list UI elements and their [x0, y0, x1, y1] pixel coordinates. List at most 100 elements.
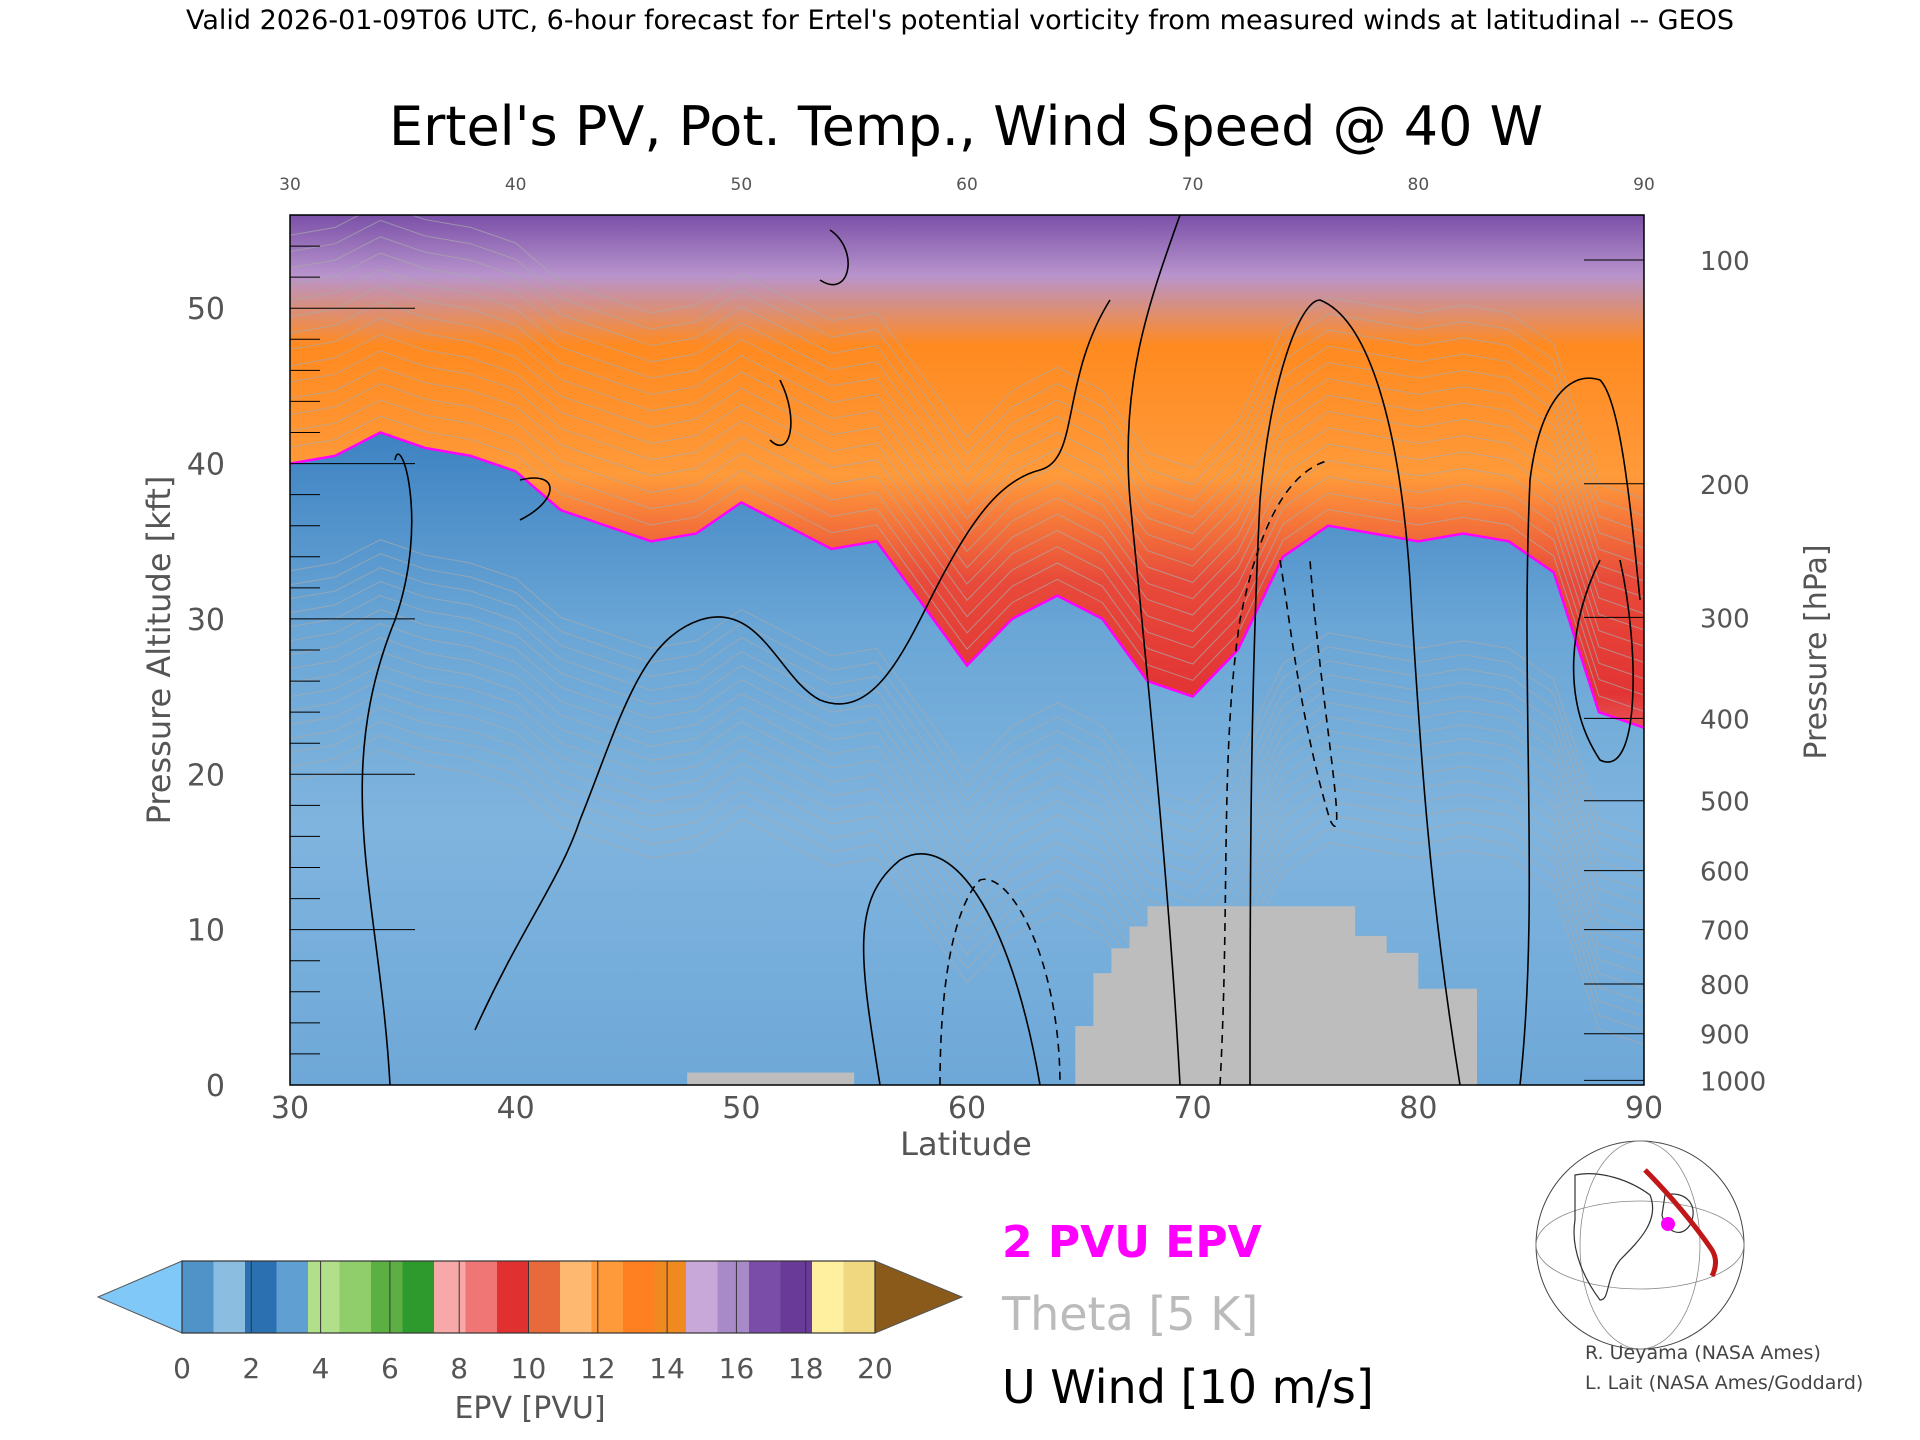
globe-grid-line [1579, 1140, 1701, 1350]
colorbar-tick-labels: 0 2 4 6 8 10 12 14 16 18 20 [173, 1352, 893, 1385]
theta-contour [290, 383, 1644, 680]
pressure-tick-label: 300 [1700, 604, 1750, 634]
left-tick-marks [290, 245, 415, 1086]
pressure-tick-labels: 1000 900 800 700 600 500 400 300 200 100 [1700, 247, 1766, 1097]
colorbar-tick-label: 4 [312, 1352, 330, 1385]
colorbar-segment [686, 1261, 719, 1333]
pressure-tick-label: 900 [1700, 1021, 1750, 1051]
tropopause-2pvu-line [290, 431, 1644, 729]
theta-contour [290, 285, 1644, 582]
theta-contour [290, 219, 1644, 517]
colorbar-above-arrow [874, 1260, 964, 1334]
y-tick-labels: 0 10 20 30 40 50 [187, 292, 225, 1104]
colorbar-tick-label: 2 [242, 1352, 260, 1385]
theta-contour [290, 678, 1644, 976]
colorbar-segment [591, 1261, 624, 1333]
surface-mask [1075, 906, 1477, 1085]
wind-contours [361, 215, 1641, 1085]
right-tick-marks [1584, 259, 1644, 1081]
theta-contour [290, 553, 1644, 850]
plot-area [289, 214, 1645, 1086]
colorbar-tick-label: 8 [450, 1352, 468, 1385]
x-top-tick-label: 90 [1633, 175, 1655, 195]
theta-contour [290, 623, 1644, 920]
theta-contour [290, 651, 1644, 948]
colorbar-frame [181, 1260, 876, 1334]
colorbar-below-arrow [96, 1260, 183, 1334]
pressure-tick-label: 800 [1700, 971, 1750, 1001]
y-tick-label: 50 [187, 292, 225, 327]
theta-contour [290, 734, 1644, 1032]
legend-entry: 2 PVU EPV [1002, 1217, 1262, 1268]
y-tick-label: 30 [187, 603, 225, 638]
theta-contour [290, 567, 1644, 864]
credit-line-2: L. Lait (NASA Ames/Goddard) [1585, 1372, 1863, 1394]
colorbar-segments [182, 1261, 876, 1333]
theta-contour [290, 334, 1644, 631]
colorbar-tick-label: 20 [857, 1352, 893, 1385]
theta-contour [290, 366, 1644, 663]
colorbar-segment [654, 1261, 687, 1333]
pressure-tick-label: 700 [1700, 917, 1750, 947]
colorbar-segment [308, 1261, 341, 1333]
y-tick-label: 20 [187, 758, 225, 793]
theta-contour [290, 720, 1644, 1018]
x-tick-label: 50 [722, 1091, 760, 1126]
y-axis-label-right: Pressure [hPa] [1799, 544, 1834, 759]
theta-contour [290, 748, 1644, 1046]
colorbar-segment [749, 1261, 782, 1333]
colorbar-segment [623, 1261, 656, 1333]
colorbar-segment [339, 1261, 372, 1333]
theta-contour [290, 539, 1644, 836]
colorbar-segment [371, 1261, 404, 1333]
continent-outline [1573, 1173, 1654, 1301]
colorbar-tick-label: 16 [719, 1352, 755, 1385]
colorbar-tick-label: 10 [511, 1352, 547, 1385]
colorbar-segment [434, 1261, 467, 1333]
theta-contour [290, 268, 1644, 566]
x-top-tick-label: 50 [731, 175, 753, 195]
legend-entry: Theta [5 K] [1001, 1287, 1258, 1341]
y-tick-label: 10 [187, 914, 225, 949]
colorbar-tick-label: 6 [381, 1352, 399, 1385]
colorbar-segment [276, 1261, 309, 1333]
colorbar-segment [497, 1261, 530, 1333]
pressure-tick-label: 500 [1700, 788, 1750, 818]
pressure-tick-label: 600 [1700, 858, 1750, 888]
x-top-tick-label: 30 [279, 175, 301, 195]
theta-contour [290, 252, 1644, 549]
x-tick-label: 40 [497, 1091, 535, 1126]
x-tick-label: 30 [271, 1091, 309, 1126]
x-tick-labels: 30 40 50 60 70 80 90 [271, 1091, 1663, 1126]
colorbar-segment [528, 1261, 561, 1333]
colorbar-tick-label: 12 [580, 1352, 616, 1385]
y-tick-label: 40 [187, 448, 225, 483]
x-tick-label: 80 [1399, 1091, 1437, 1126]
theta-contour [290, 215, 1644, 500]
colorbar-tick-label: 0 [173, 1352, 191, 1385]
colorbar-segment [245, 1261, 278, 1333]
colorbar-tick-label: 14 [649, 1352, 685, 1385]
colorbar-segment [465, 1261, 498, 1333]
theta-contour [290, 236, 1644, 533]
x-top-tick-label: 80 [1408, 175, 1430, 195]
colorbar-segment [717, 1261, 750, 1333]
x-tick-label: 90 [1625, 1091, 1663, 1126]
x-tick-label: 60 [948, 1091, 986, 1126]
colorbar-segment [213, 1261, 246, 1333]
colorbar-segment [843, 1261, 876, 1333]
chart-title: Ertel's PV, Pot. Temp., Wind Speed @ 40 … [389, 95, 1543, 158]
colorbar-segment [560, 1261, 593, 1333]
x-top-tick-labels: 30 40 50 60 70 80 90 [279, 175, 1655, 195]
pressure-tick-label: 1000 [1700, 1067, 1766, 1097]
theta-contour [290, 581, 1644, 878]
pressure-tick-label: 100 [1700, 247, 1750, 277]
colorbar-tick-label: 18 [788, 1352, 824, 1385]
theta-contour [290, 706, 1644, 1004]
theta-contour [290, 317, 1644, 614]
colorbar-segment [780, 1261, 813, 1333]
inset-map [1535, 1140, 1745, 1350]
colorbar-segment [182, 1261, 215, 1333]
x-top-tick-label: 60 [956, 175, 978, 195]
